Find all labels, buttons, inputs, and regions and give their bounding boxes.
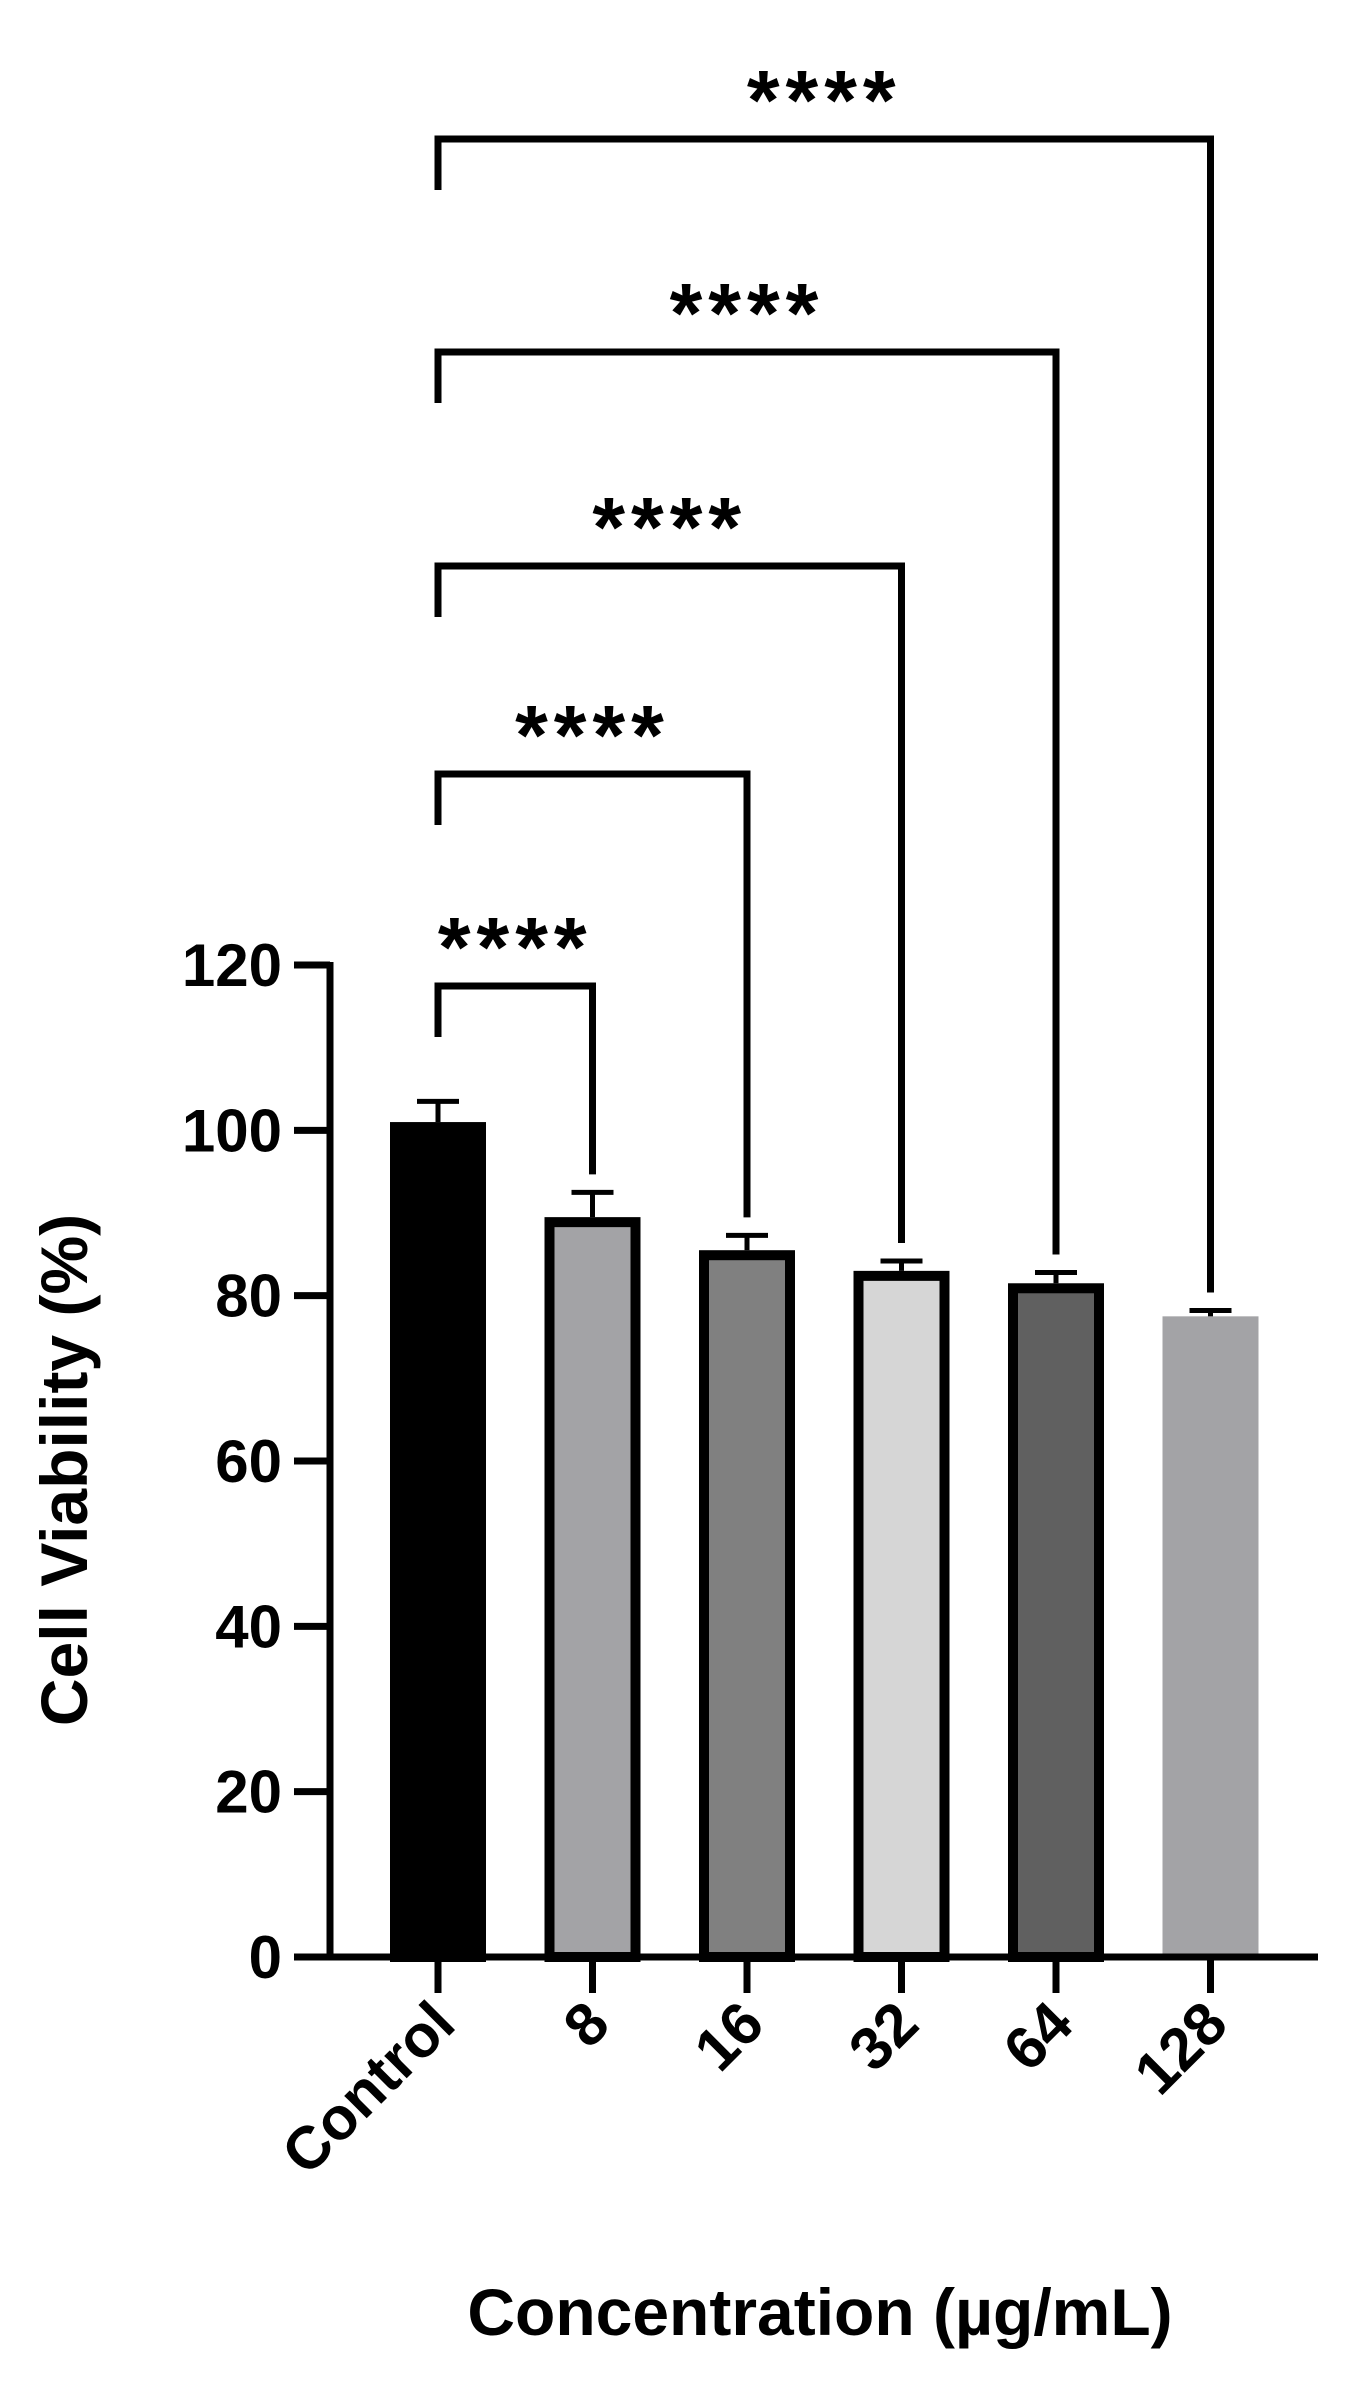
significance-label: **** (592, 480, 747, 574)
x-tick-label: 8 (551, 1989, 622, 2060)
y-tick-label: 40 (215, 1593, 282, 1660)
x-axis-title: Concentration (µg/mL) (467, 2275, 1172, 2349)
x-tick-label: 64 (991, 1988, 1086, 2083)
significance-label: **** (747, 53, 902, 147)
x-tick-label: Control (269, 1989, 467, 2187)
bar (544, 1217, 641, 1962)
x-axis-ticks: Control 8 16 32 64 128 (269, 1957, 1240, 2187)
significance-bracket (434, 770, 751, 1218)
y-tick-label: 120 (182, 932, 282, 999)
significance-label: **** (515, 688, 670, 782)
y-axis-title: Cell Viability (%) (27, 1214, 101, 1726)
bar (853, 1270, 950, 1963)
significance-bracket (434, 348, 1060, 1255)
y-tick-label: 20 (215, 1759, 282, 1826)
x-tick-label: 32 (836, 1989, 931, 2084)
significance-bracket (434, 562, 905, 1243)
y-tick-label: 0 (249, 1924, 282, 1991)
x-tick-label: 16 (682, 1989, 777, 2084)
x-tick-label: 128 (1122, 1989, 1240, 2107)
significance-label: **** (438, 900, 593, 994)
significance-bracket (434, 135, 1214, 1293)
significance-bracket (434, 982, 596, 1175)
bar (390, 1122, 486, 1962)
bar (1162, 1316, 1259, 1957)
significance-label: **** (670, 266, 825, 360)
y-axis-ticks: 0 20 40 60 80 100 120 (182, 932, 330, 1991)
error-bars (417, 1098, 1232, 1317)
bar (1008, 1283, 1104, 1963)
significance-brackets: **** **** **** **** **** (434, 53, 1214, 1293)
y-tick-label: 100 (182, 1097, 282, 1164)
bar (699, 1250, 795, 1962)
bar-series (390, 1122, 1259, 1963)
y-tick-label: 60 (215, 1428, 282, 1495)
y-tick-label: 80 (215, 1263, 282, 1330)
